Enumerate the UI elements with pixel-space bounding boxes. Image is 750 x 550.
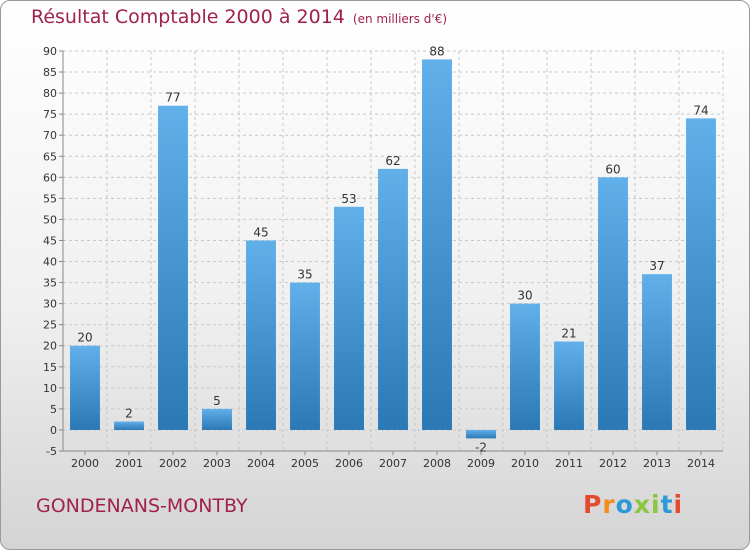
bar-2009 [466, 429, 496, 439]
value-label-2007: 62 [385, 154, 400, 168]
logo-letter: i [673, 490, 684, 519]
logo-letter: r [602, 490, 616, 519]
logo-letter: o [615, 490, 634, 519]
y-tick-label: 50 [43, 213, 57, 226]
value-label-2013: 37 [649, 259, 664, 273]
city-name: GONDENANS-MONTBY [36, 495, 248, 517]
value-label-2014: 74 [693, 103, 708, 117]
bar-2014 [686, 118, 716, 430]
x-tick-label-2014: 2014 [687, 457, 715, 470]
x-tick-label-2012: 2012 [599, 457, 627, 470]
y-tick-label: 60 [43, 171, 57, 184]
value-label-2012: 60 [605, 162, 620, 176]
y-tick-label: 65 [43, 150, 57, 163]
y-tick-label: 40 [43, 256, 57, 269]
chart-title-block: Résultat Comptable 2000 à 2014 (en millie… [31, 6, 447, 28]
y-tick-label: 10 [43, 382, 57, 395]
bar-2007 [378, 168, 408, 430]
y-tick-label: 5 [50, 403, 57, 416]
bars [70, 59, 716, 439]
chart-title: Résultat Comptable 2000 à 2014 [31, 6, 345, 28]
value-label-2008: 88 [429, 44, 444, 58]
y-tick-label: 85 [43, 66, 57, 79]
y-tick-label: 0 [50, 424, 57, 437]
x-tick-label-2001: 2001 [115, 457, 143, 470]
bar-2001 [114, 421, 144, 430]
value-label-2011: 21 [561, 327, 576, 341]
bar-2008 [422, 59, 452, 430]
x-tick-label-2013: 2013 [643, 457, 671, 470]
y-tick-label: 20 [43, 340, 57, 353]
bar-2012 [598, 177, 628, 430]
y-tick-label: 55 [43, 192, 57, 205]
y-tick-label: 30 [43, 298, 57, 311]
y-tick-label: -5 [46, 445, 57, 458]
y-tick-label: 15 [43, 361, 57, 374]
x-tick-label-2005: 2005 [291, 457, 319, 470]
chart-subtitle: (en milliers d'€) [352, 12, 448, 26]
y-tick-label: 70 [43, 129, 57, 142]
y-tick-label: 90 [43, 45, 57, 58]
value-label-2000: 20 [77, 331, 92, 345]
y-tick-label: 35 [43, 277, 57, 290]
y-tick-label: 80 [43, 87, 57, 100]
value-label-2002: 77 [165, 91, 180, 105]
y-tick-label: 45 [43, 234, 57, 247]
value-label-2010: 30 [517, 289, 532, 303]
x-tick-label-2006: 2006 [335, 457, 363, 470]
value-label-2001: 2 [125, 407, 133, 421]
x-tick-label-2002: 2002 [159, 457, 187, 470]
x-tick-label-2000: 2000 [71, 457, 99, 470]
bar-2011 [554, 341, 584, 430]
value-label-2004: 45 [253, 225, 268, 239]
bar-2006 [334, 206, 364, 430]
x-tick-label-2010: 2010 [511, 457, 539, 470]
value-label-2003: 5 [213, 394, 221, 408]
y-tick-label: 25 [43, 319, 57, 332]
bar-2004 [246, 240, 276, 430]
bar-2000 [70, 345, 100, 430]
proxiti-logo: Proxiti [583, 490, 683, 519]
logo-letter: i [651, 490, 661, 519]
x-tick-label-2003: 2003 [203, 457, 231, 470]
x-tick-label-2004: 2004 [247, 457, 275, 470]
bar-2013 [642, 274, 672, 430]
x-tick-label-2009: 2009 [467, 457, 495, 470]
value-label-2006: 53 [341, 192, 356, 206]
labels: 20 2000 2 2001 77 2002 5 2003 45 2004 35 2005 53 2006… [71, 44, 715, 470]
x-tick-label-2008: 2008 [423, 457, 451, 470]
y-tick-label: 75 [43, 108, 57, 121]
bar-2002 [158, 105, 188, 430]
value-label-2009: -2 [475, 440, 487, 454]
bar-2010 [510, 303, 540, 430]
bar-2003 [202, 408, 232, 430]
x-tick-label-2007: 2007 [379, 457, 407, 470]
x-tick-label-2011: 2011 [555, 457, 583, 470]
bar-2005 [290, 282, 320, 430]
logo-letter: t [660, 490, 674, 519]
value-label-2005: 35 [297, 268, 312, 282]
logo-letter: x [633, 490, 651, 519]
logo-letter: P [583, 490, 603, 519]
